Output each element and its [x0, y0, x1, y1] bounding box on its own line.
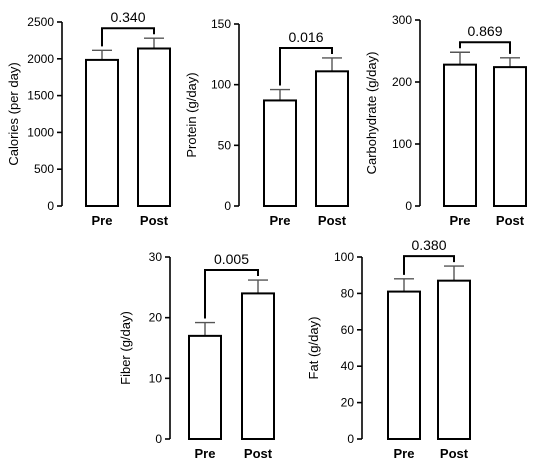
y-tick-label: 500	[34, 162, 54, 176]
p-value-label: 0.005	[214, 251, 249, 267]
y-tick-label: 100	[392, 137, 412, 151]
y-axis-label: Calories (per day)	[6, 62, 21, 165]
bar-pre	[443, 63, 477, 207]
category-label: Post	[140, 213, 169, 228]
category-label: Post	[244, 446, 273, 461]
y-tick-label: 1000	[27, 125, 54, 139]
panel-fiber: 0 10 20 30 Fiber (g/day) Pre Post 0.005	[118, 250, 275, 461]
y-tick-label: 50	[218, 138, 232, 152]
p-value-label: 0.340	[110, 9, 145, 25]
category-label: Post	[496, 213, 525, 228]
y-tick-label: 200	[392, 75, 412, 89]
category-label: Pre	[450, 213, 471, 228]
significance-bracket	[279, 46, 333, 86]
y-tick-label: 80	[341, 286, 355, 300]
y-tick-label: 0	[47, 199, 54, 213]
bar-pre	[263, 99, 297, 207]
bar-pre	[387, 290, 421, 440]
y-axis-label: Fat (g/day)	[306, 317, 321, 380]
p-value-label: 0.016	[288, 29, 323, 45]
y-tick-label: 150	[211, 17, 231, 31]
panel-calories: 0 500 1000 1500 2000 2500 Calories (per day) Pr…	[6, 9, 171, 228]
category-label: Pre	[195, 446, 216, 461]
category-label: Post	[318, 213, 347, 228]
y-tick-label: 10	[149, 371, 163, 385]
p-value-label: 0.380	[411, 237, 446, 253]
significance-bracket	[101, 27, 155, 47]
significance-bracket	[204, 269, 259, 319]
y-tick-label: 20	[341, 396, 355, 410]
category-label: Pre	[394, 446, 415, 461]
significance-bracket	[403, 255, 455, 275]
bar-post	[493, 66, 527, 208]
y-tick-label: 300	[392, 13, 412, 27]
bar-pre	[85, 58, 119, 207]
bar-post	[315, 70, 349, 207]
y-tick-label: 0	[224, 199, 231, 213]
y-tick-label: 0	[347, 432, 354, 446]
y-axis-label: Protein (g/day)	[184, 72, 199, 157]
significance-bracket	[459, 41, 511, 54]
bar-post	[241, 292, 275, 440]
panel-protein: 0 50 100 150 Protein (g/day) Pre Post 0.016	[184, 17, 349, 228]
y-tick-label: 2000	[27, 52, 54, 66]
bar-pre	[188, 334, 222, 440]
bar-post	[437, 279, 471, 440]
y-tick-label: 0	[155, 432, 162, 446]
y-axis-label: Fiber (g/day)	[118, 311, 133, 385]
category-label: Pre	[270, 213, 291, 228]
y-tick-label: 2500	[27, 15, 54, 29]
p-value-label: 0.869	[467, 23, 502, 39]
y-tick-label: 40	[341, 359, 355, 373]
y-axis-label: Carbohydrate (g/day)	[364, 52, 379, 175]
category-label: Pre	[92, 213, 113, 228]
y-tick-label: 1500	[27, 89, 54, 103]
y-tick-label: 20	[149, 311, 163, 325]
panel-fat: 0 20 40 60 80 100 Fat (g/day) Pre Post 0.380	[306, 237, 471, 461]
category-label: Post	[440, 446, 469, 461]
bar-post	[137, 47, 171, 207]
y-tick-label: 0	[405, 199, 412, 213]
y-tick-label: 100	[334, 250, 354, 264]
y-tick-label: 100	[211, 78, 231, 92]
y-tick-label: 60	[341, 323, 355, 337]
panel-carbohydrate: 0 100 200 300 Carbohydrate (g/day) Pre Post 0.8…	[364, 13, 527, 228]
y-tick-label: 30	[149, 250, 163, 264]
